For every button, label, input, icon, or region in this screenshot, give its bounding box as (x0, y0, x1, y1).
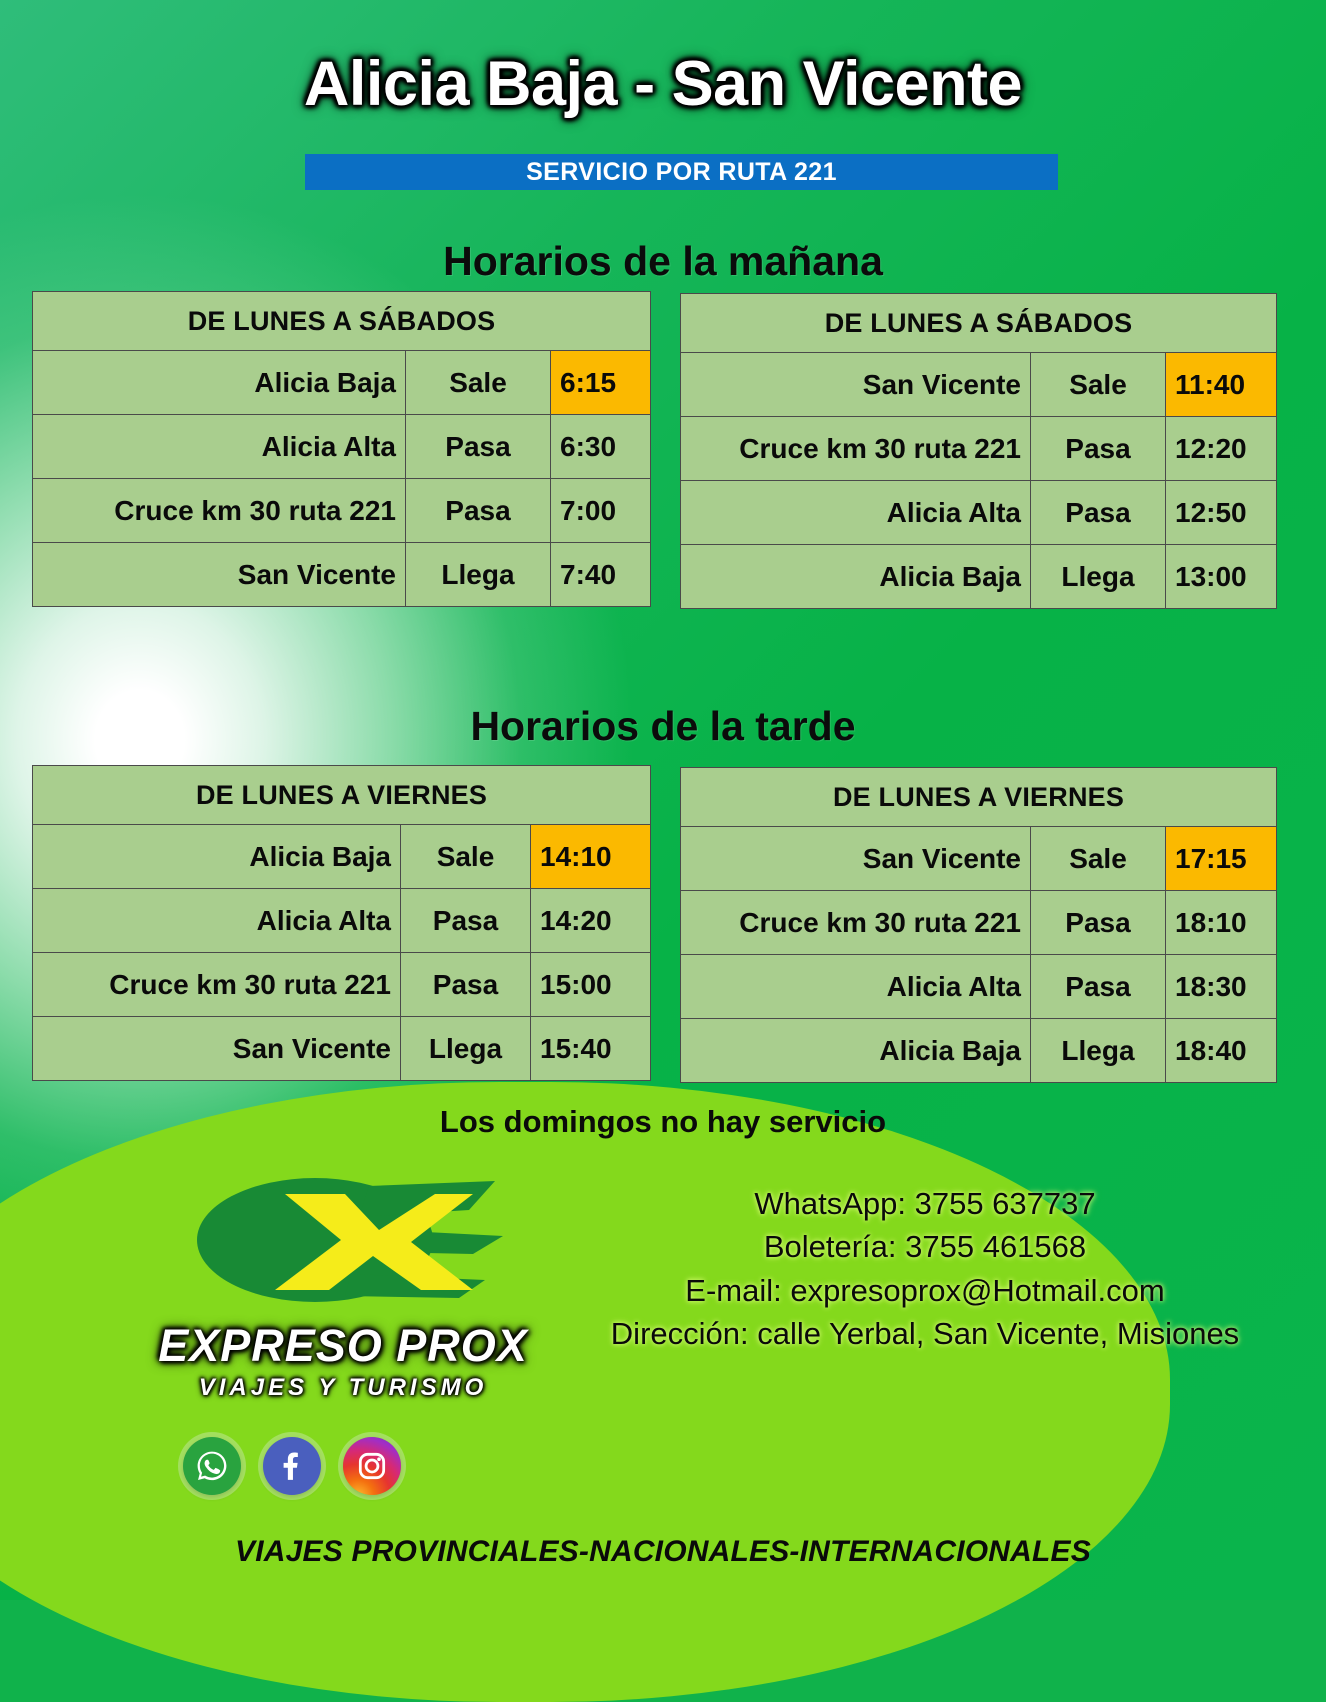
facebook-icon[interactable] (263, 1437, 321, 1495)
table-row: San Vicente Llega 7:40 (32, 542, 652, 607)
table-row: Alicia Baja Llega 18:40 (680, 1018, 1278, 1083)
table-header-row: DE LUNES A SÁBADOS (31, 291, 652, 351)
stop-action: Sale (1030, 352, 1166, 417)
stop-time: 18:30 (1164, 954, 1278, 1019)
table-row: Alicia Baja Sale 6:15 (32, 350, 652, 415)
social-links (183, 1437, 401, 1495)
stop-time: 15:00 (529, 952, 652, 1017)
contact-info: WhatsApp: 3755 637737 Boletería: 3755 46… (560, 1182, 1290, 1356)
contact-whatsapp: WhatsApp: 3755 637737 (754, 1186, 1096, 1221)
stop-action: Pasa (405, 414, 551, 479)
table-row: Alicia Alta Pasa 6:30 (32, 414, 652, 479)
background-lime-ellipse (0, 1082, 1170, 1702)
stop-time: 6:30 (549, 414, 652, 479)
stop-time: 18:10 (1164, 890, 1278, 955)
stop-time: 13:00 (1164, 544, 1278, 609)
schedule-table-afternoon-outbound: DE LUNES A VIERNES Alicia Baja Sale 14:1… (31, 765, 652, 1081)
route-banner-label: SERVICIO POR RUTA 221 (526, 157, 837, 186)
days-header: DE LUNES A VIERNES (679, 767, 1278, 827)
no-sunday-service-note: Los domingos no hay servicio (439, 1104, 887, 1139)
table-row: San Vicente Llega 15:40 (32, 1016, 652, 1081)
stop-name: Cruce km 30 ruta 221 (680, 416, 1031, 481)
table-row: Cruce km 30 ruta 221 Pasa 12:20 (680, 416, 1278, 481)
days-header: DE LUNES A SÁBADOS (31, 291, 652, 351)
stop-time: 6:15 (549, 350, 652, 415)
stop-time: 12:50 (1164, 480, 1278, 545)
route-banner: SERVICIO POR RUTA 221 (305, 154, 1058, 190)
days-header: DE LUNES A VIERNES (31, 765, 652, 825)
stop-name: Alicia Baja (32, 350, 406, 415)
instagram-icon[interactable] (343, 1437, 401, 1495)
schedule-table-afternoon-return: DE LUNES A VIERNES San Vicente Sale 17:1… (679, 767, 1278, 1083)
poster-header: Alicia Baja - San Vicente SERVICIO POR R… (0, 0, 1326, 190)
footer-tagline: VIAJES PROVINCIALES-NACIONALES-INTERNACI… (235, 1535, 1091, 1568)
stop-action: Pasa (405, 478, 551, 543)
table-header-row: DE LUNES A VIERNES (679, 767, 1278, 827)
stop-name: Alicia Alta (680, 480, 1031, 545)
whatsapp-icon[interactable] (183, 1437, 241, 1495)
stop-action: Llega (1030, 544, 1166, 609)
stop-name: Alicia Baja (680, 544, 1031, 609)
contact-boleteria: Boletería: 3755 461568 (763, 1229, 1087, 1265)
table-row: San Vicente Sale 17:15 (680, 826, 1278, 891)
stop-action: Pasa (400, 888, 531, 953)
stop-time: 12:20 (1164, 416, 1278, 481)
table-row: Alicia Alta Pasa 12:50 (680, 480, 1278, 545)
stop-name: Alicia Baja (680, 1018, 1031, 1083)
days-header: DE LUNES A SÁBADOS (679, 293, 1278, 353)
table-row: Cruce km 30 ruta 221 Pasa 7:00 (32, 478, 652, 543)
stop-time: 11:40 (1164, 352, 1278, 417)
stop-name: Alicia Alta (32, 414, 406, 479)
schedule-table-morning-return: DE LUNES A SÁBADOS San Vicente Sale 11:4… (679, 293, 1278, 609)
stop-name: San Vicente (680, 826, 1031, 891)
table-row: Alicia Baja Llega 13:00 (680, 544, 1278, 609)
stop-action: Llega (405, 542, 551, 607)
x-swoosh-icon (173, 1168, 513, 1318)
stop-time: 14:20 (529, 888, 652, 953)
stop-name: Alicia Baja (32, 824, 401, 889)
page-title: Alicia Baja - San Vicente (303, 49, 1023, 119)
stop-name: San Vicente (32, 1016, 401, 1081)
stop-name: San Vicente (32, 542, 406, 607)
stop-name: Alicia Alta (32, 888, 401, 953)
table-header-row: DE LUNES A VIERNES (31, 765, 652, 825)
section-heading-afternoon: Horarios de la tarde (470, 703, 856, 749)
stop-action: Sale (405, 350, 551, 415)
table-row: San Vicente Sale 11:40 (680, 352, 1278, 417)
stop-name: Cruce km 30 ruta 221 (680, 890, 1031, 955)
stop-action: Pasa (1030, 416, 1166, 481)
schedule-table-morning-outbound: DE LUNES A SÁBADOS Alicia Baja Sale 6:15… (31, 291, 652, 607)
stop-name: Cruce km 30 ruta 221 (32, 478, 406, 543)
stop-action: Pasa (1030, 954, 1166, 1019)
stop-name: Cruce km 30 ruta 221 (32, 952, 401, 1017)
table-row: Alicia Baja Sale 14:10 (32, 824, 652, 889)
contact-email: E-mail: expresoprox@Hotmail.com (685, 1272, 1165, 1308)
stop-action: Pasa (400, 952, 531, 1017)
stop-action: Pasa (1030, 480, 1166, 545)
stop-action: Sale (400, 824, 531, 889)
stop-action: Pasa (1030, 890, 1166, 955)
stop-time: 15:40 (529, 1016, 652, 1081)
stop-action: Llega (1030, 1018, 1166, 1083)
stop-action: Sale (1030, 826, 1166, 891)
stop-time: 14:10 (529, 824, 652, 889)
stop-time: 17:15 (1164, 826, 1278, 891)
logo-company-name: EXPRESO PROX (158, 1320, 528, 1371)
company-logo: EXPRESO PROX VIAJES Y TURISMO (118, 1168, 568, 1402)
contact-address: Dirección: calle Yerbal, San Vicente, Mi… (610, 1316, 1240, 1352)
table-header-row: DE LUNES A SÁBADOS (679, 293, 1278, 353)
stop-time: 7:00 (549, 478, 652, 543)
stop-action: Llega (400, 1016, 531, 1081)
table-row: Alicia Alta Pasa 14:20 (32, 888, 652, 953)
table-row: Cruce km 30 ruta 221 Pasa 18:10 (680, 890, 1278, 955)
logo-tagline: VIAJES Y TURISMO (198, 1374, 488, 1401)
table-row: Alicia Alta Pasa 18:30 (680, 954, 1278, 1019)
stop-time: 7:40 (549, 542, 652, 607)
stop-time: 18:40 (1164, 1018, 1278, 1083)
section-heading-morning: Horarios de la mañana (443, 238, 883, 284)
table-row: Cruce km 30 ruta 221 Pasa 15:00 (32, 952, 652, 1017)
stop-name: Alicia Alta (680, 954, 1031, 1019)
stop-name: San Vicente (680, 352, 1031, 417)
